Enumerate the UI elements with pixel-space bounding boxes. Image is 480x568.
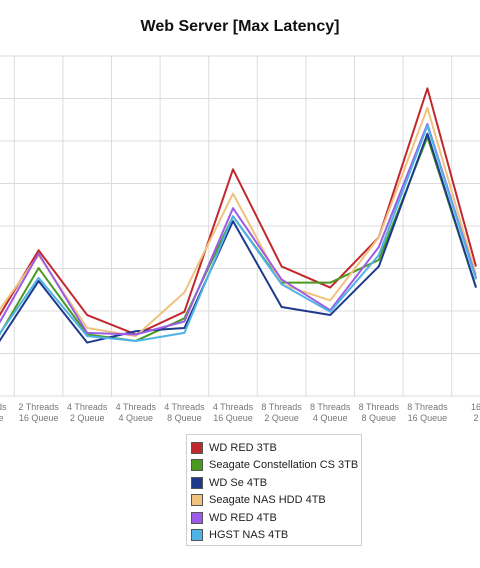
legend-item: Seagate NAS HDD 4TB xyxy=(191,492,361,510)
legend-swatch xyxy=(191,494,203,507)
legend-swatch xyxy=(191,511,203,524)
legend-item: WD RED 3TB xyxy=(191,439,361,457)
legend-label: WD RED 4TB xyxy=(209,511,277,524)
x-tick-label: 2 Threads 16 Queue xyxy=(18,402,59,423)
series-line-wd-red-3tb xyxy=(0,87,477,336)
legend-label: WD RED 3TB xyxy=(209,441,277,454)
legend-swatch xyxy=(191,441,203,454)
legend-swatch xyxy=(191,476,203,489)
legend-swatch xyxy=(191,459,203,472)
legend-label: WD Se 4TB xyxy=(209,476,268,489)
legend-swatch xyxy=(191,529,203,542)
x-tick-label: 4 Threads 2 Queue xyxy=(67,402,108,423)
legend-item: WD RED 4TB xyxy=(191,509,361,527)
x-tick-label: 4 Threads 4 Queue xyxy=(116,402,157,423)
legend-item: HGST NAS 4TB xyxy=(191,527,361,545)
legend-item: Seagate Constellation CS 3TB xyxy=(191,457,361,475)
series-line-hgst-nas-4tb xyxy=(0,124,477,342)
x-tick-label: 16 2 xyxy=(471,402,480,423)
x-tick-label: 4 Threads 16 Queue xyxy=(213,402,254,423)
x-tick-label: ThreadsQueue xyxy=(0,402,7,423)
chart-title: Web Server [Max Latency] xyxy=(140,18,340,35)
legend-item: WD Se 4TB xyxy=(191,474,361,492)
legend-label: Seagate Constellation CS 3TB xyxy=(209,459,359,472)
chart-series xyxy=(0,87,477,344)
legend-label: Seagate NAS HDD 4TB xyxy=(209,494,326,507)
x-tick-label: 8 Threads 2 Queue xyxy=(261,402,302,423)
legend-label: HGST NAS 4TB xyxy=(209,529,289,542)
chart-legend: WD RED 3TB Seagate Constellation CS 3TB WD… xyxy=(186,434,362,546)
series-line-seagate-nas-hdd-4tb xyxy=(0,106,477,338)
x-tick-label: 8 Threads 4 Queue xyxy=(310,402,351,423)
x-tick-label: 8 Threads 16 Queue xyxy=(407,402,448,423)
x-tick-label: 8 Threads 8 Queue xyxy=(359,402,400,423)
x-tick-label: 4 Threads 8 Queue xyxy=(164,402,205,423)
series-line-wd-red-4tb xyxy=(0,123,477,336)
series-line-wd-se-4tb xyxy=(0,132,477,344)
